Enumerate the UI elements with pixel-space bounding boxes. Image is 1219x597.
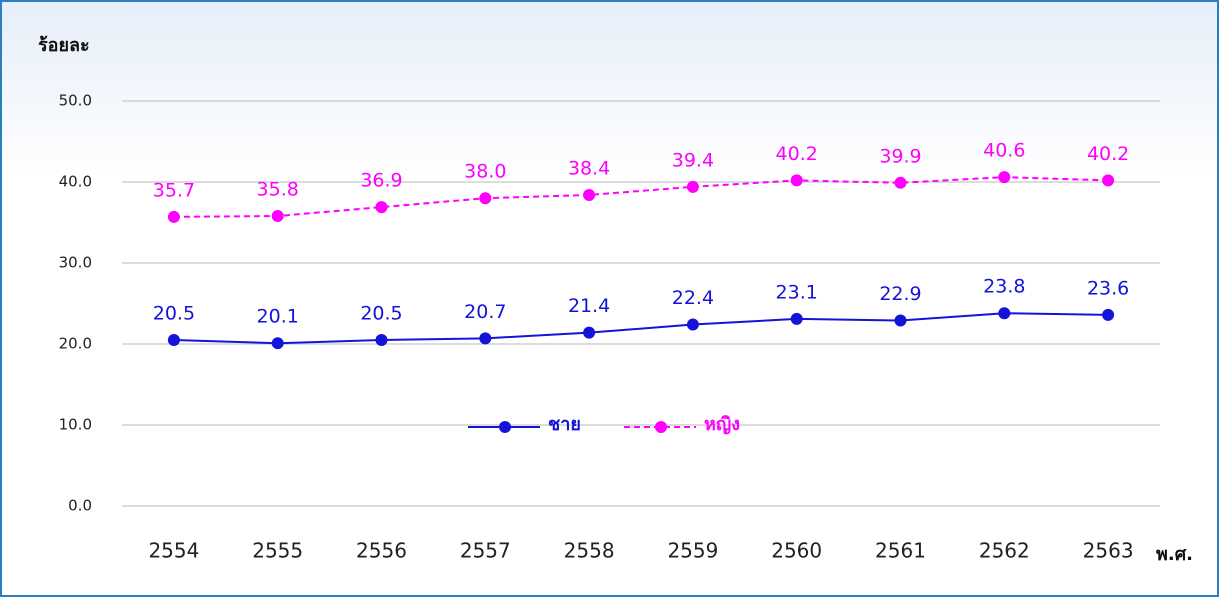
x-tick-label: 2555 bbox=[252, 539, 303, 563]
data-label: 36.9 bbox=[360, 170, 402, 192]
data-label: 23.1 bbox=[776, 281, 818, 303]
data-label: 40.6 bbox=[983, 140, 1025, 162]
x-axis-label: พ.ศ. bbox=[1156, 544, 1193, 565]
y-axis-label: ร้อยละ bbox=[38, 35, 90, 56]
legend-marker bbox=[499, 421, 511, 433]
data-label: 38.4 bbox=[568, 157, 610, 179]
data-label: 20.1 bbox=[257, 306, 299, 328]
data-point bbox=[271, 337, 284, 350]
data-label: 22.4 bbox=[672, 287, 714, 309]
legend-marker bbox=[655, 421, 667, 433]
x-tick-label: 2557 bbox=[460, 539, 511, 563]
data-label: 40.2 bbox=[1087, 143, 1129, 165]
legend-label: หญิง bbox=[704, 414, 740, 435]
y-tick-label: 30.0 bbox=[59, 254, 92, 272]
x-tick-label: 2562 bbox=[979, 539, 1030, 563]
x-tick-label: 2556 bbox=[356, 539, 407, 563]
x-tick-label: 2554 bbox=[148, 539, 199, 563]
data-point bbox=[790, 174, 803, 187]
series-line bbox=[173, 312, 1109, 345]
data-label: 35.8 bbox=[257, 179, 299, 201]
data-point bbox=[998, 171, 1011, 184]
data-point bbox=[479, 192, 492, 205]
data-label: 23.6 bbox=[1087, 277, 1129, 299]
data-label: 39.9 bbox=[879, 145, 921, 167]
y-tick-label: 20.0 bbox=[59, 335, 92, 353]
x-tick-label: 2559 bbox=[667, 539, 718, 563]
data-point bbox=[894, 314, 907, 327]
data-point bbox=[583, 326, 596, 339]
x-tick-label: 2561 bbox=[875, 539, 926, 563]
data-point bbox=[1102, 308, 1115, 321]
data-point bbox=[167, 333, 180, 346]
data-point bbox=[686, 180, 699, 193]
data-label: 40.2 bbox=[776, 143, 818, 165]
data-point bbox=[790, 312, 803, 325]
data-label: 20.5 bbox=[153, 302, 195, 324]
y-tick-label: 0.0 bbox=[68, 497, 92, 515]
data-label: 21.4 bbox=[568, 295, 610, 317]
data-point bbox=[894, 176, 907, 189]
x-tick-label: 2563 bbox=[1083, 539, 1134, 563]
data-point bbox=[686, 318, 699, 331]
data-label: 38.0 bbox=[464, 161, 506, 183]
data-point bbox=[271, 210, 284, 223]
y-tick-label: 50.0 bbox=[59, 92, 92, 110]
data-point bbox=[583, 188, 596, 201]
data-point bbox=[998, 307, 1011, 320]
data-label: 20.7 bbox=[464, 301, 506, 323]
y-tick-label: 40.0 bbox=[59, 173, 92, 191]
legend-label: ชาย bbox=[548, 414, 581, 435]
data-label: 22.9 bbox=[879, 283, 921, 305]
data-label: 35.7 bbox=[153, 179, 195, 201]
data-point bbox=[479, 332, 492, 345]
data-label: 23.8 bbox=[983, 276, 1025, 298]
data-point bbox=[1102, 174, 1115, 187]
x-tick-label: 2558 bbox=[564, 539, 615, 563]
data-point bbox=[375, 201, 388, 214]
y-tick-label: 10.0 bbox=[59, 416, 92, 434]
series-line bbox=[173, 176, 1109, 218]
data-point bbox=[167, 210, 180, 223]
data-label: 20.5 bbox=[360, 302, 402, 324]
data-label: 39.4 bbox=[672, 149, 714, 171]
x-tick-label: 2560 bbox=[771, 539, 822, 563]
data-point bbox=[375, 333, 388, 346]
